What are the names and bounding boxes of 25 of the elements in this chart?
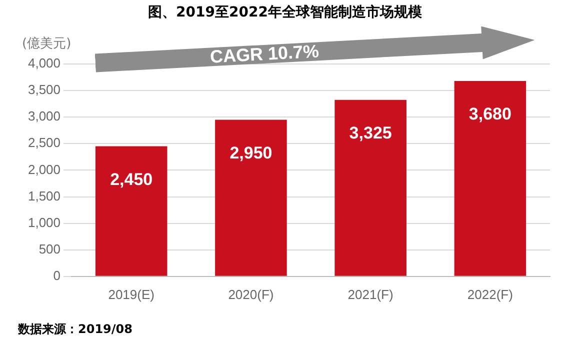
y-tick-label: 1,500 <box>28 188 61 204</box>
bar <box>215 120 287 276</box>
x-tick-label: 2022(F) <box>467 286 513 302</box>
x-tick-label: 2019(E) <box>108 286 154 302</box>
y-tick-label: 3,000 <box>28 108 61 124</box>
annotation: CAGR 10.7% <box>210 41 320 68</box>
y-tick-label: 2,000 <box>28 162 61 177</box>
y-tick-label: 2,500 <box>28 135 61 150</box>
y-axis-title: (億美元) <box>22 35 72 52</box>
data-label: 3,680 <box>468 104 512 124</box>
data-label: 2,950 <box>230 143 272 162</box>
bar <box>95 146 168 276</box>
y-tick-label: 0 <box>53 268 61 283</box>
y-tick-label: 1,000 <box>28 214 61 230</box>
x-tick-label: 2021(F) <box>348 286 394 302</box>
bar <box>454 80 526 276</box>
y-tick-label: 3,500 <box>28 82 61 98</box>
chart-title: 图、2019至2022年全球智能制造市场规模 <box>148 4 423 21</box>
data-label: 2,450 <box>110 170 153 189</box>
data-label: 3,325 <box>349 124 392 143</box>
x-tick-label: 2020(F) <box>228 286 274 302</box>
bar <box>334 100 406 276</box>
source-note: 数据来源：2019/08 <box>17 322 132 336</box>
y-tick-label: 500 <box>38 241 61 256</box>
y-tick-label: 4,000 <box>28 56 61 71</box>
